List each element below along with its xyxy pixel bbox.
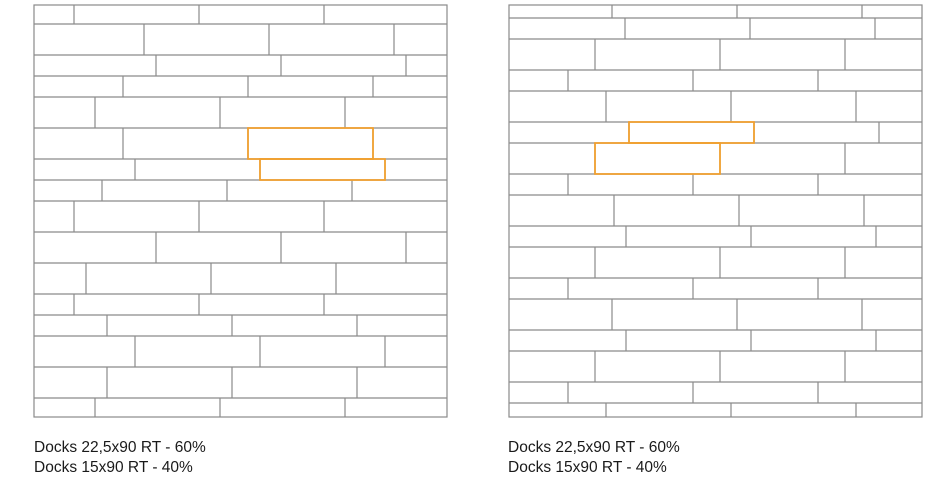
- highlighted-tile-large: [247, 127, 374, 160]
- highlighted-tile-small: [628, 121, 755, 144]
- caption-line-small-format: Docks 15x90 RT - 40%: [508, 459, 667, 476]
- caption-line-large-format: Docks 22,5x90 RT - 60%: [34, 439, 206, 456]
- tile-pattern-right: [475, 0, 950, 430]
- tile-joints: [33, 4, 448, 418]
- tile-pattern-left: [0, 0, 475, 430]
- caption-right: Docks 22,5x90 RT - 60% Docks 15x90 RT - …: [508, 438, 680, 478]
- highlighted-tile-large: [594, 142, 721, 175]
- highlighted-tile-small: [259, 158, 386, 181]
- tile-layout-diagram: [33, 4, 448, 418]
- caption-line-small-format: Docks 15x90 RT - 40%: [34, 459, 193, 476]
- tile-joints: [508, 4, 923, 418]
- tile-layout-diagram: [508, 4, 923, 418]
- caption-line-large-format: Docks 22,5x90 RT - 60%: [508, 439, 680, 456]
- caption-left: Docks 22,5x90 RT - 60% Docks 15x90 RT - …: [34, 438, 206, 478]
